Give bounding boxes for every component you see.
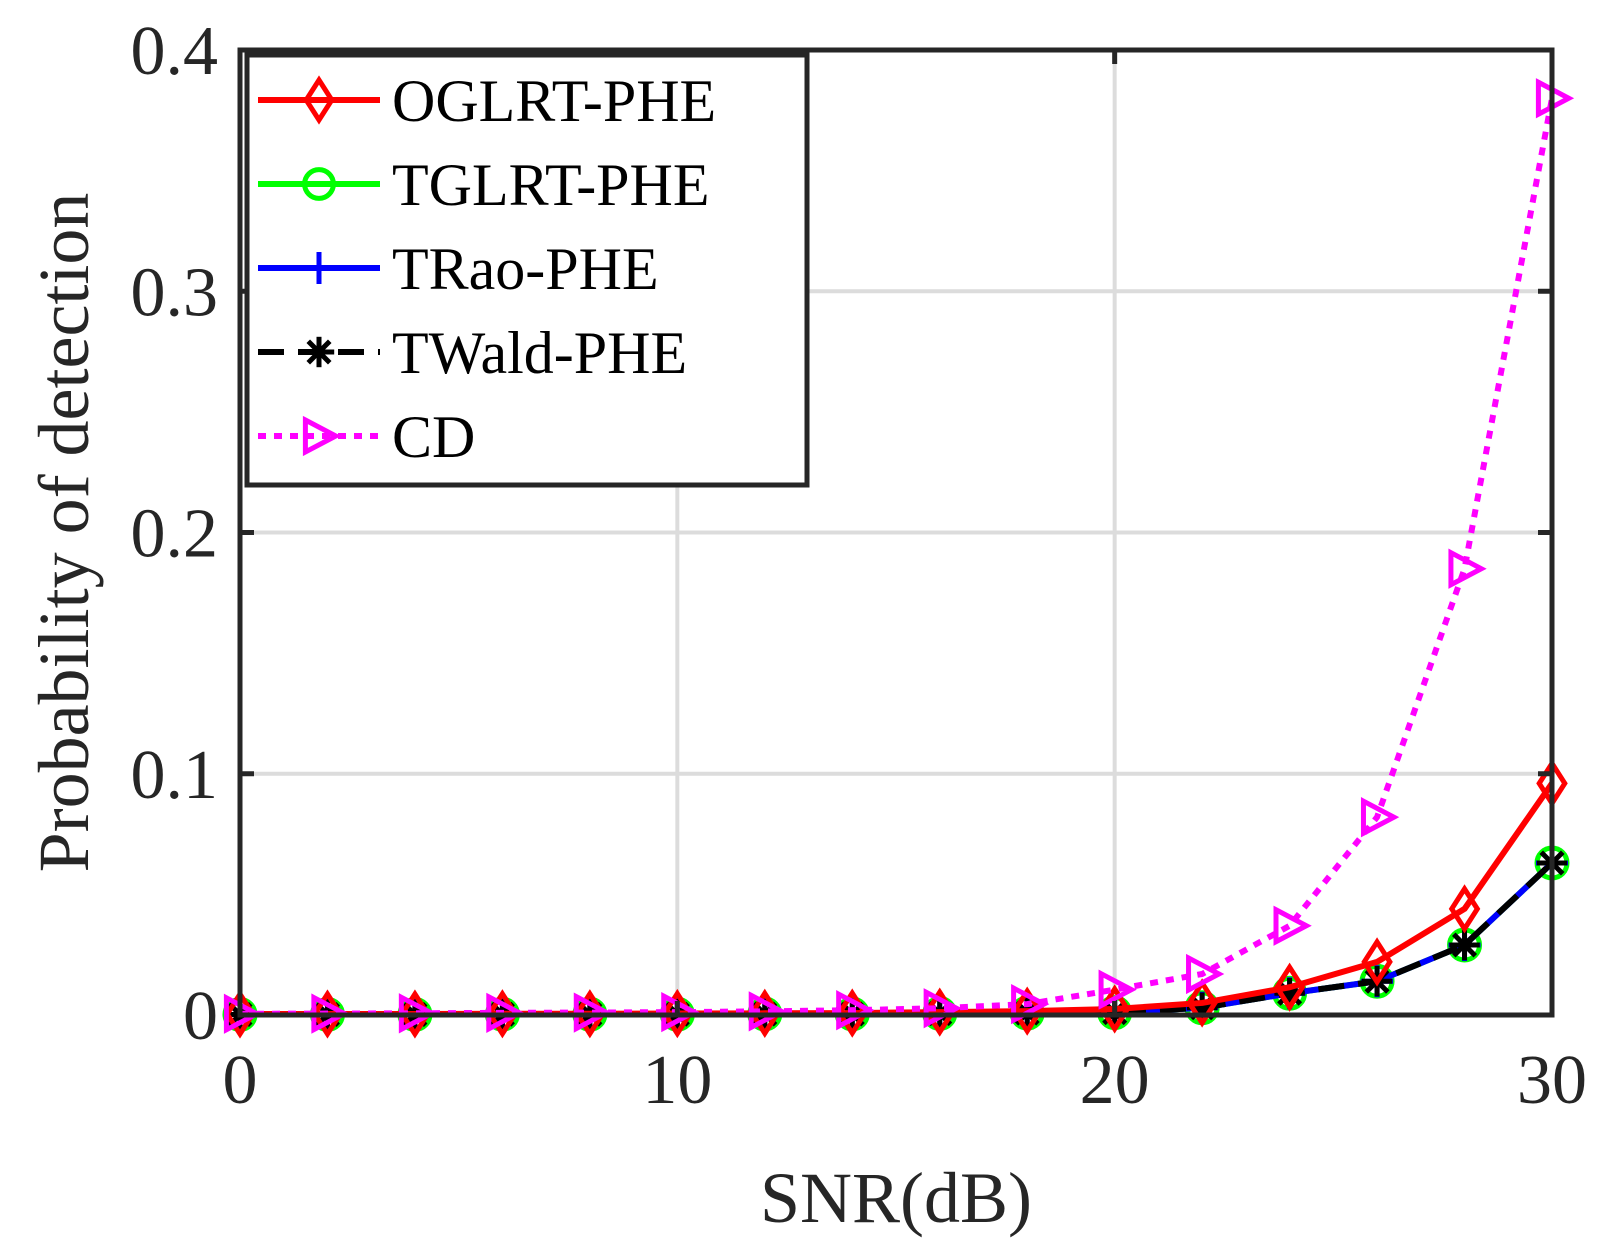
series-point-CD	[1186, 953, 1225, 995]
series-point-CD	[1098, 969, 1137, 1010]
y-tick-label: 0.4	[131, 13, 219, 90]
series-point-OGLRT-PHE	[1186, 978, 1218, 1028]
x-tick-label: 20	[1080, 1042, 1150, 1119]
x-axis-label: SNR(dB)	[760, 1158, 1032, 1238]
series-point-TWald-PHE	[1449, 929, 1480, 961]
y-axis-label: Probability of detection	[24, 193, 104, 873]
legend-label-TGLRT-PHE: TGLRT-PHE	[392, 152, 710, 218]
legend-label-TWald-PHE: TWald-PHE	[392, 320, 687, 386]
legend-marker-TGLRT-PHE	[302, 167, 336, 201]
series-point-OGLRT-PHE	[1448, 884, 1481, 934]
legend-entry-TRao-PHE: TRao-PHE	[258, 236, 659, 302]
y-tick-label: 0.2	[131, 496, 219, 573]
legend-label-TRao-PHE: TRao-PHE	[392, 236, 659, 302]
asterisk-stroke	[1452, 932, 1478, 958]
x-tick-label: 0	[223, 1042, 258, 1119]
series-line-CD	[239, 97, 1555, 1017]
series-point-CD	[836, 990, 875, 1031]
legend-label-CD: CD	[392, 404, 475, 470]
legend-marker-OGLRT-PHE	[303, 75, 335, 125]
legend-marker-CD	[302, 415, 342, 457]
series-point-CD	[748, 991, 787, 1032]
series-point-CD	[1448, 548, 1487, 589]
series-point-OGLRT-PHE	[1011, 986, 1043, 1036]
series-point-CD	[1360, 797, 1400, 838]
tick-labels: 0 10 20 30 0 0.1 0.2 0.3 0.4	[131, 13, 1588, 1119]
y-tick-label: 0.1	[131, 737, 219, 814]
legend-label-OGLRT-PHE: OGLRT-PHE	[392, 68, 716, 134]
legend-entry-CD: CD	[258, 404, 475, 470]
legend: OGLRT-PHE TGLRT-PHE TRao-PHE TWald-PHE CD	[244, 52, 810, 488]
x-tick-label: 10	[642, 1042, 712, 1119]
series-point-CD	[1273, 905, 1312, 946]
x-tick-label: 30	[1517, 1042, 1587, 1119]
legend-entry-TGLRT-PHE: TGLRT-PHE	[258, 152, 710, 218]
y-tick-label: 0.3	[131, 254, 219, 331]
series-point-OGLRT-PHE	[1361, 937, 1393, 987]
y-tick-label: 0	[183, 978, 218, 1055]
series-point-CD	[1011, 984, 1050, 1025]
legend-marker-TWald-PHE	[303, 336, 335, 368]
legend-entry-TWald-PHE: TWald-PHE	[258, 320, 687, 386]
legend-entry-OGLRT-PHE: OGLRT-PHE	[258, 68, 716, 134]
asterisk-stroke	[306, 339, 332, 365]
series-point-OGLRT-PHE	[1273, 962, 1306, 1012]
legend-marker-TRao-PHE	[303, 252, 335, 284]
